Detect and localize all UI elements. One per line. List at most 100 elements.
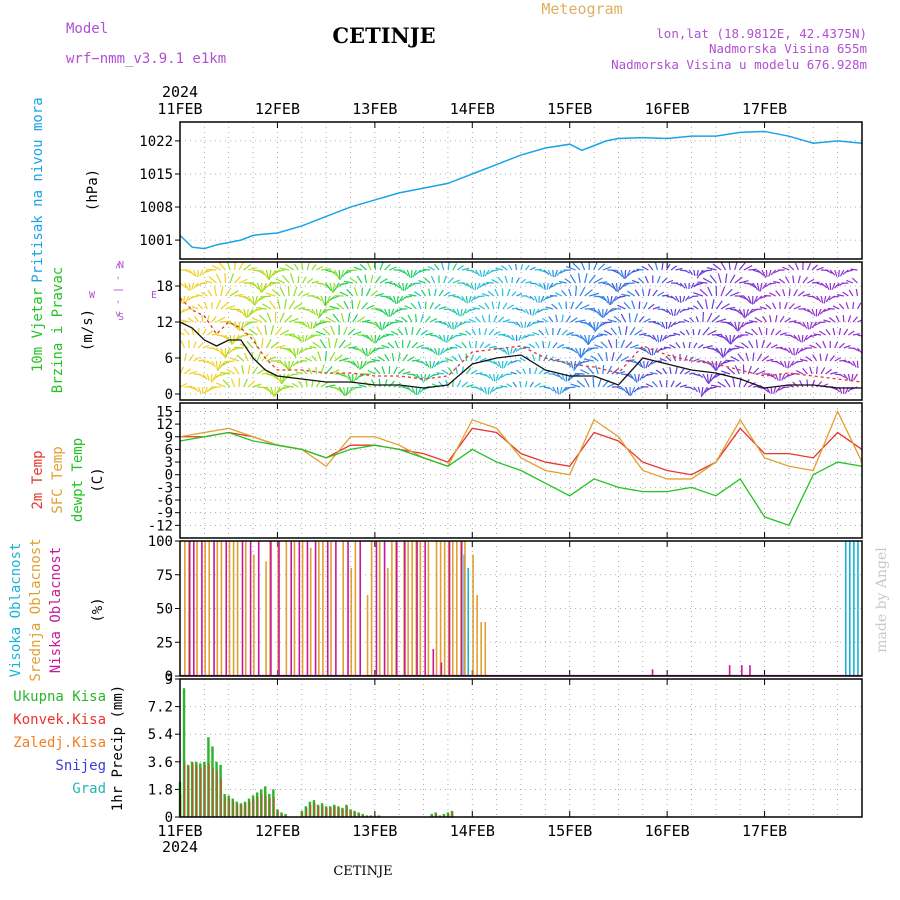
wind-arrow bbox=[792, 275, 795, 284]
wind-arrow bbox=[807, 308, 814, 315]
wind-arrow bbox=[215, 273, 222, 284]
wind-arrow bbox=[716, 360, 722, 371]
wind-arrow bbox=[292, 360, 299, 367]
wind-arrow bbox=[208, 275, 217, 284]
wind-arrow bbox=[768, 269, 772, 277]
wind-arrow bbox=[461, 381, 468, 388]
wind-arrow bbox=[377, 356, 385, 362]
wind-arrow bbox=[507, 304, 514, 310]
wind-arrow bbox=[384, 263, 391, 271]
wind-arrow bbox=[579, 286, 586, 297]
wind-arrow bbox=[616, 370, 626, 375]
wind-arrow bbox=[693, 386, 698, 393]
wind-arrow bbox=[634, 373, 638, 383]
cloud-high-label: Visoka Oblacnost bbox=[8, 543, 24, 678]
wind-arrow bbox=[557, 302, 563, 310]
wind-arrow bbox=[552, 342, 558, 349]
precip-conv-bar bbox=[326, 807, 328, 817]
wind-arrow bbox=[753, 295, 758, 304]
wind-arrows bbox=[180, 262, 862, 398]
wind-arrow bbox=[575, 319, 586, 323]
wind-arrow bbox=[352, 331, 362, 336]
wind-arrow bbox=[574, 372, 585, 375]
wind-arrow bbox=[343, 386, 346, 396]
wind-arrow bbox=[238, 278, 248, 284]
wind-arrow bbox=[825, 353, 829, 362]
wind-arrow bbox=[811, 308, 816, 317]
wind-arrow bbox=[479, 357, 487, 362]
wind-arrow bbox=[187, 295, 195, 301]
wind-arrow bbox=[817, 308, 822, 317]
wind-arrow bbox=[620, 355, 630, 362]
wind-arrow bbox=[265, 282, 276, 287]
wind-arrow bbox=[359, 263, 367, 271]
wind-arrow bbox=[317, 351, 322, 362]
wind-arrow bbox=[696, 300, 704, 310]
wind-arrow bbox=[697, 329, 701, 336]
wind-arrow bbox=[670, 295, 677, 301]
wind-arrow bbox=[474, 340, 477, 349]
wind-arrow bbox=[770, 344, 778, 349]
wind-arrow bbox=[370, 274, 374, 284]
wind-arrow bbox=[188, 282, 191, 292]
year-bottom: 2024 bbox=[162, 838, 198, 856]
y-tick-label: 3 bbox=[165, 455, 173, 471]
wind-arrow bbox=[484, 269, 490, 277]
wind-arrow bbox=[287, 285, 290, 297]
wind-arrow bbox=[394, 340, 399, 349]
wind-arrow bbox=[243, 378, 249, 388]
wind-arrow bbox=[197, 386, 202, 394]
wind-arrow bbox=[510, 360, 517, 364]
wind-arrow bbox=[329, 351, 336, 362]
wind-arrow bbox=[825, 368, 832, 375]
wind-arrow bbox=[506, 383, 513, 388]
wind-arrow bbox=[641, 265, 649, 271]
wind-arrow bbox=[370, 321, 379, 328]
wind-arrow bbox=[484, 328, 488, 336]
wind-arrow bbox=[784, 276, 790, 284]
wind-arrow bbox=[184, 282, 190, 291]
precip-conv-bar bbox=[200, 767, 202, 817]
wind-arrow bbox=[193, 356, 200, 362]
wind-arrow bbox=[576, 380, 586, 388]
wind-arrow bbox=[511, 307, 518, 310]
wind-arrow bbox=[371, 358, 381, 362]
wind-arrow bbox=[797, 275, 801, 284]
wind-arrow bbox=[770, 373, 777, 380]
y-tick-label: 18 bbox=[156, 279, 173, 295]
wind-arrow bbox=[193, 269, 197, 277]
wind-arrow bbox=[420, 360, 428, 367]
wind-arrow bbox=[845, 302, 849, 310]
wind-arrow bbox=[761, 355, 770, 362]
y-tick-label: -6 bbox=[156, 493, 173, 509]
wind-arrow bbox=[789, 320, 797, 323]
wind-arrow bbox=[493, 314, 498, 323]
wind-arrow bbox=[625, 341, 633, 349]
wind-arrow bbox=[518, 334, 522, 341]
wind-arrow bbox=[602, 364, 605, 375]
wind-arrow bbox=[306, 321, 311, 329]
precip-conv-bar bbox=[253, 798, 255, 817]
wind-arrow bbox=[561, 360, 569, 366]
wind-arrow bbox=[630, 386, 636, 396]
wind-arrow bbox=[597, 378, 602, 388]
wind-arrow bbox=[524, 321, 527, 329]
wind-arrow bbox=[789, 360, 795, 368]
wind-arrow bbox=[570, 360, 574, 369]
wind-arrow bbox=[502, 302, 508, 310]
wind-arrow bbox=[524, 380, 528, 388]
precip-conv-bar bbox=[431, 815, 434, 817]
wind-arrow bbox=[193, 341, 197, 349]
wind-arrow bbox=[727, 367, 736, 375]
wind-arrow bbox=[443, 275, 447, 284]
wind-arrow bbox=[508, 264, 513, 271]
wind-arrow bbox=[374, 334, 377, 344]
wind-arrow bbox=[751, 328, 758, 336]
wind-arrow bbox=[458, 353, 463, 362]
wind-arrow bbox=[773, 280, 781, 284]
wind-arrow bbox=[497, 276, 504, 284]
wind-arrow bbox=[693, 373, 700, 377]
wind-arrow bbox=[759, 295, 767, 299]
wind-arrow bbox=[442, 347, 449, 354]
wind-arrow bbox=[621, 293, 631, 297]
